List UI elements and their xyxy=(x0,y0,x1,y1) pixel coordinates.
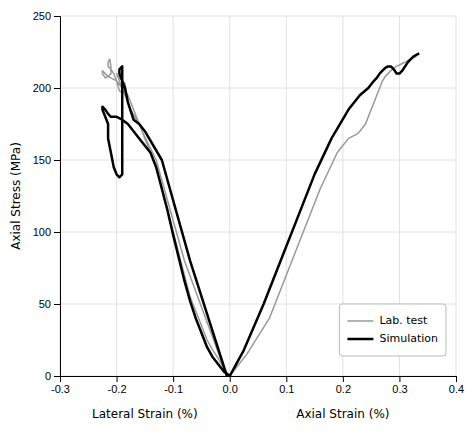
grid-line xyxy=(60,160,456,161)
tick: 200 xyxy=(33,82,60,94)
x-axis-title: Axial Strain (%) xyxy=(296,407,389,421)
tick-mark xyxy=(230,376,231,382)
tick-mark xyxy=(117,376,118,382)
tick: 0.3 xyxy=(392,376,407,395)
tick-label: 200 xyxy=(33,82,51,94)
tick-label: 0.0 xyxy=(223,383,238,395)
plot: -0.3 -0.2 -0.1 0.0 0.1 0.2 0.3 0.4 0 50 100 150 200 2… xyxy=(33,10,465,421)
legend-swatch xyxy=(347,320,373,322)
tick-mark xyxy=(54,160,60,161)
tick-mark xyxy=(173,376,174,382)
tick: 0.2 xyxy=(336,376,351,395)
tick-label: -0.1 xyxy=(164,383,183,395)
chart: -0.3 -0.2 -0.1 0.0 0.1 0.2 0.3 0.4 0 50 100 150 200 2… xyxy=(0,0,474,434)
legend-item: Simulation xyxy=(347,332,438,345)
axis-line xyxy=(54,17,61,377)
tick-label: 150 xyxy=(33,154,51,166)
tick-label: 0.2 xyxy=(336,383,351,395)
tick: 0.4 xyxy=(449,376,464,395)
legend-box xyxy=(339,304,446,356)
grid xyxy=(60,16,456,376)
tick-mark xyxy=(54,232,60,233)
grid-line xyxy=(456,16,457,376)
tick: -0.1 xyxy=(164,376,183,395)
tick-mark xyxy=(456,376,457,382)
tick: 100 xyxy=(33,226,60,238)
tick: 0 xyxy=(45,370,60,382)
legend-label: Simulation xyxy=(379,332,438,345)
tick: 0.0 xyxy=(223,376,238,395)
tick-mark xyxy=(286,376,287,382)
y-axis: 0 50 100 150 200 250 xyxy=(33,10,61,382)
tick-label: -0.2 xyxy=(108,383,127,395)
legend-item: Lab. test xyxy=(347,314,428,327)
grid-line xyxy=(60,16,456,17)
tick: 0.1 xyxy=(279,376,294,395)
grid-line xyxy=(60,232,456,233)
tick-mark xyxy=(343,376,344,382)
tick-label: 100 xyxy=(33,226,51,238)
tick-label: 0.1 xyxy=(279,383,294,395)
tick-label: 50 xyxy=(39,298,51,310)
legend: Lab. test Simulation xyxy=(339,304,446,356)
tick-label: 0.3 xyxy=(392,383,407,395)
tick: 50 xyxy=(39,298,60,310)
tick-label: -0.3 xyxy=(51,383,70,395)
tick-mark xyxy=(54,88,60,89)
tick-mark xyxy=(54,16,60,17)
grid-line xyxy=(116,16,117,376)
tick: -0.2 xyxy=(108,376,127,395)
y-axis-title: Axial Stress (MPa) xyxy=(9,142,23,250)
x-axis: -0.3 -0.2 -0.1 0.0 0.1 0.2 0.3 0.4 xyxy=(51,376,464,395)
tick-label: 0 xyxy=(45,370,51,382)
tick: 250 xyxy=(33,10,60,22)
tick-label: 250 xyxy=(33,10,51,22)
x-axis-title: Lateral Strain (%) xyxy=(92,407,198,421)
legend-label: Lab. test xyxy=(379,314,428,327)
legend-swatch xyxy=(347,338,373,341)
tick-mark xyxy=(399,376,400,382)
tick-mark xyxy=(54,376,60,377)
series-line xyxy=(102,66,229,376)
grid-line xyxy=(286,16,287,376)
axis-line xyxy=(61,377,457,383)
series-line xyxy=(102,59,229,376)
tick-mark xyxy=(54,304,60,305)
tick-label: 0.4 xyxy=(449,383,464,395)
tick: -0.3 xyxy=(51,376,70,395)
grid-line xyxy=(229,16,230,376)
tick: 150 xyxy=(33,154,60,166)
